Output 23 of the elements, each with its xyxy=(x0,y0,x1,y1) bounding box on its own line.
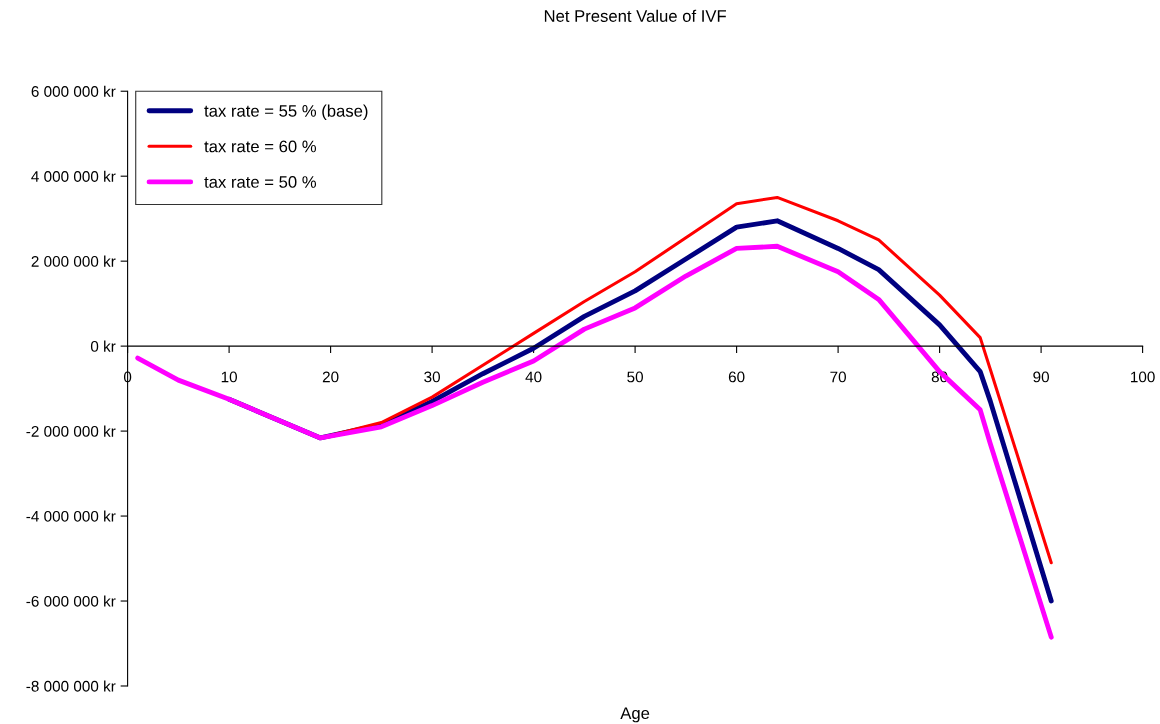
y-tick-label: -8 000 000 kr xyxy=(26,680,116,692)
legend-label: tax rate = 55 % (base) xyxy=(204,104,368,121)
chart-title: Net Present Value of IVF xyxy=(544,9,726,22)
y-tick-label: 0 kr xyxy=(90,340,116,352)
x-tick-label: 100 xyxy=(1131,371,1155,383)
x-tick-label: 10 xyxy=(221,371,237,383)
y-tick-label: 2 000 000 kr xyxy=(31,255,116,267)
x-axis-title: Age xyxy=(620,707,650,723)
y-tick-label: 6 000 000 kr xyxy=(31,85,116,97)
x-tick-label: 40 xyxy=(525,371,542,383)
line-series xyxy=(135,243,1054,640)
y-tick-label: -4 000 000 kr xyxy=(26,510,116,522)
x-tick-label: 90 xyxy=(1033,371,1049,383)
x-tick-label: 50 xyxy=(627,371,643,383)
x-tick-label: 70 xyxy=(830,371,846,383)
y-tick-label: 4 000 000 kr xyxy=(31,170,116,182)
y-tick-label: -6 000 000 kr xyxy=(26,595,116,607)
y-tick-label: -2 000 000 kr xyxy=(26,425,116,437)
legend-label: tax rate = 50 % xyxy=(204,176,317,188)
x-tick-label: 20 xyxy=(322,371,339,383)
x-tick-label: 60 xyxy=(728,371,745,383)
x-tick-label: 30 xyxy=(424,371,440,383)
legend-label: tax rate = 60 % xyxy=(204,140,317,153)
